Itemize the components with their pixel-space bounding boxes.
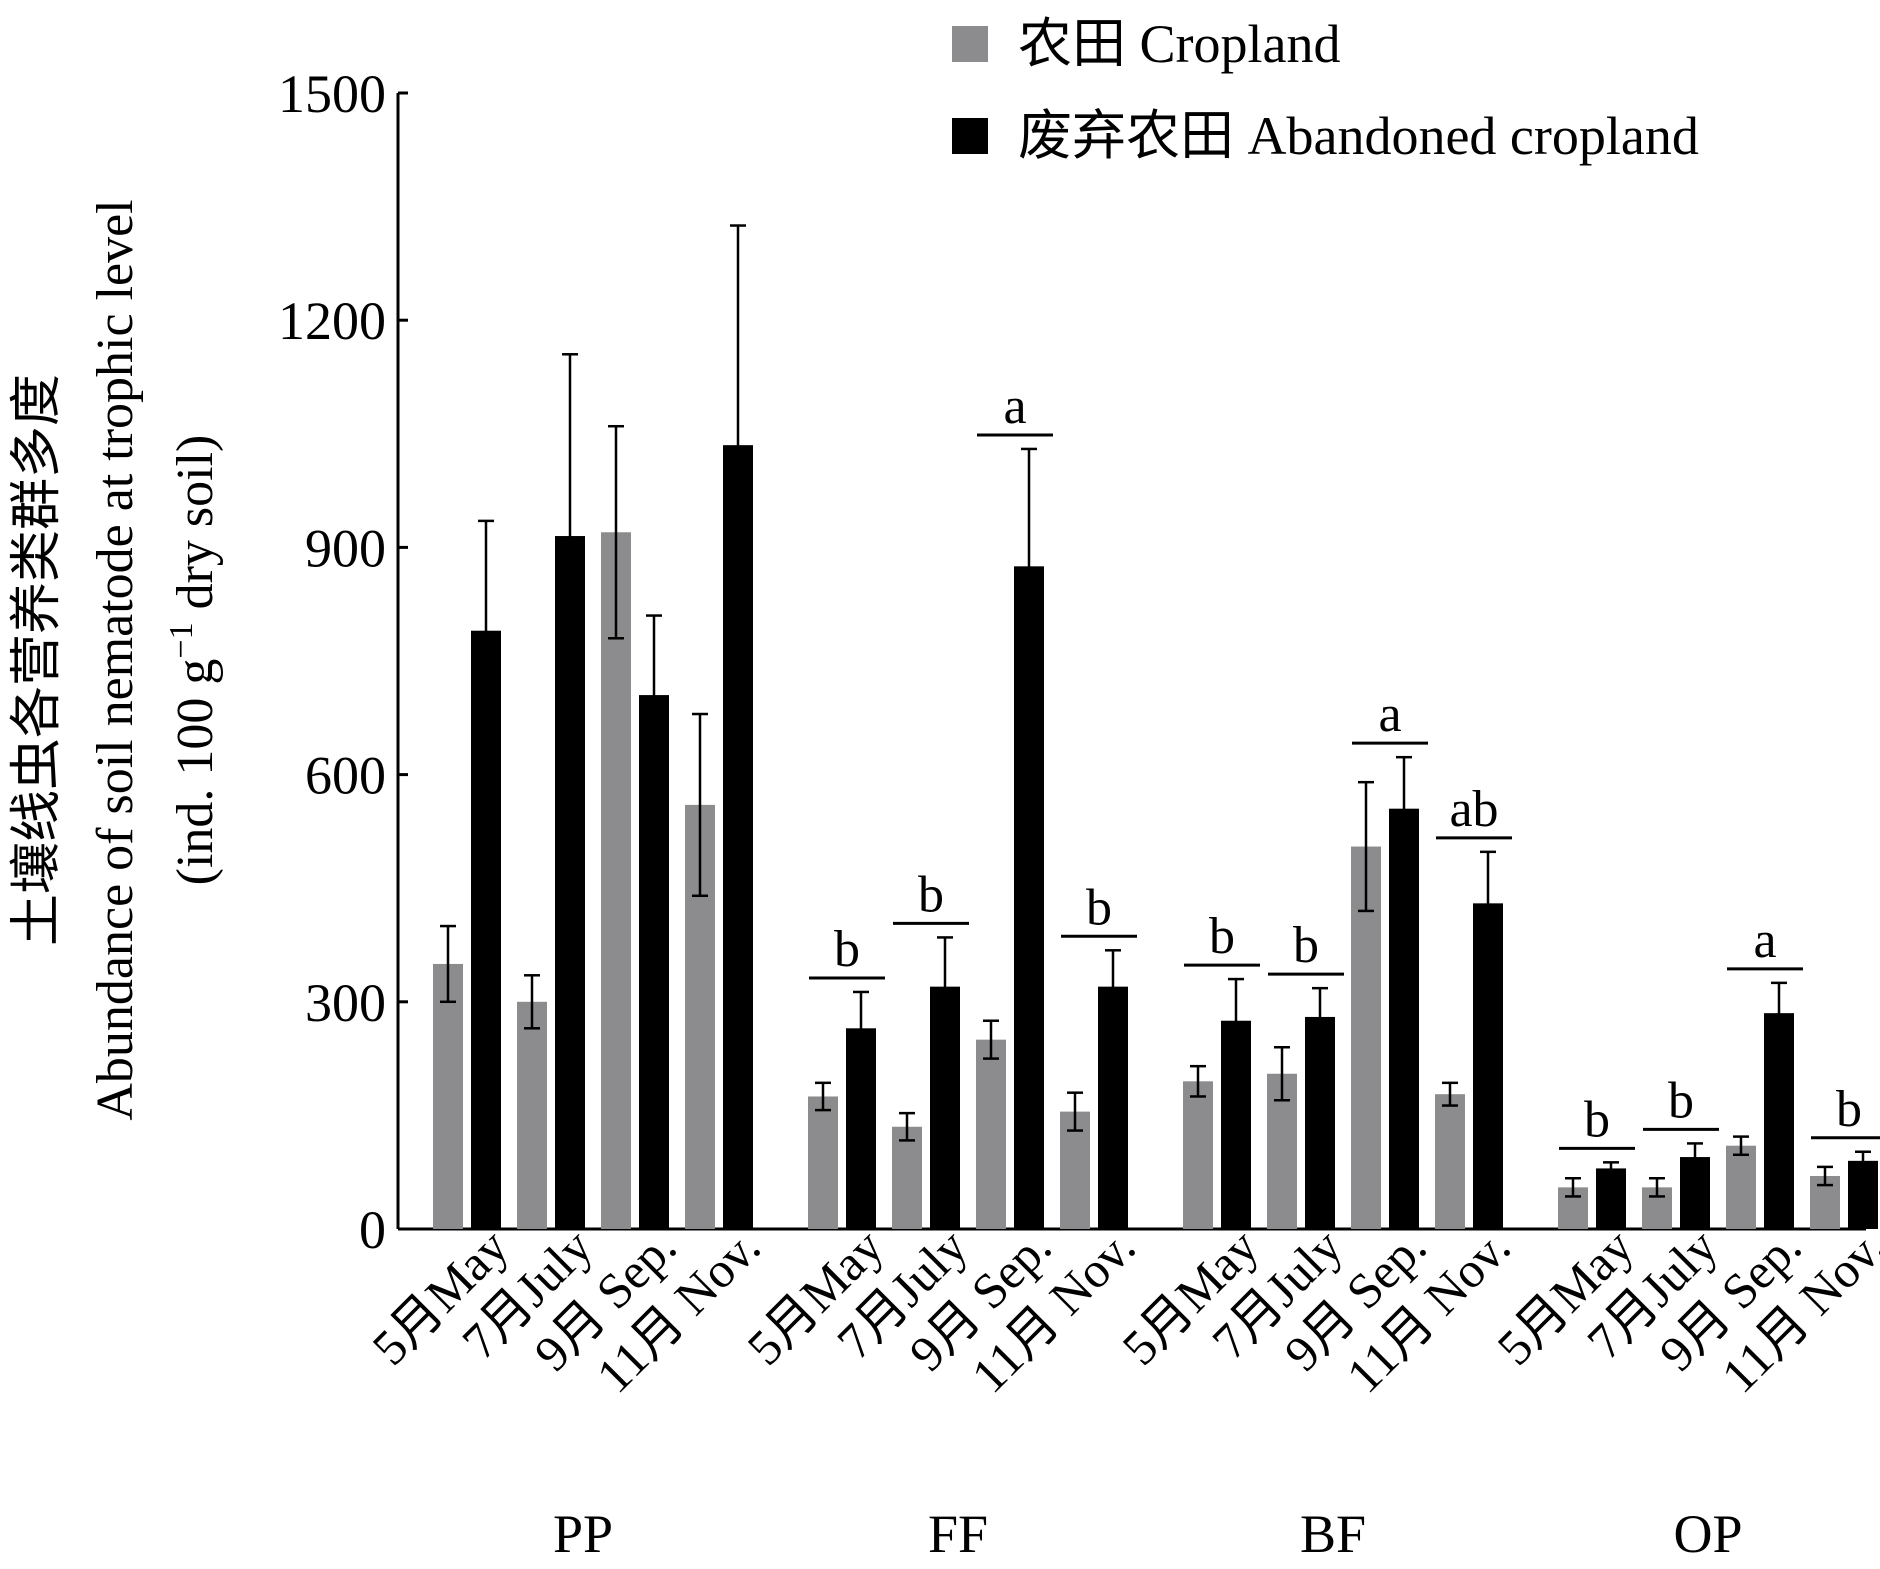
legend-label: 农田 Cropland <box>1018 14 1340 74</box>
abandoned-bar <box>639 695 669 1229</box>
significance-letter: b <box>1086 879 1112 936</box>
significance-letter: b <box>1836 1081 1862 1138</box>
y-tick-label: 900 <box>305 518 386 578</box>
significance-letter: ab <box>1449 781 1498 838</box>
abandoned-bar <box>1389 808 1419 1229</box>
significance-letter: b <box>834 921 860 978</box>
legend-swatch <box>952 118 988 154</box>
y-axis-unit: (ind. 100 g−1 dry soil) <box>163 435 224 886</box>
y-tick-label: 1500 <box>278 64 386 124</box>
abandoned-bar <box>1848 1160 1878 1229</box>
y-axis-title: 土壤线虫各营养类群多度 Abundance of soil nematode at… <box>9 199 224 1120</box>
cropland-bar <box>808 1096 838 1229</box>
y-tick-label: 300 <box>305 973 386 1033</box>
axes: 0 300 600 900 1200 1500 <box>278 64 1866 1260</box>
significance-letter: b <box>1209 908 1235 965</box>
y-axis-unit-superscript: −1 <box>163 622 200 658</box>
y-axis-title-en: Abundance of soil nematode at trophic le… <box>87 199 144 1120</box>
abandoned-bar <box>1473 903 1503 1229</box>
cropland-bar <box>976 1039 1006 1229</box>
group-label: OP <box>1673 1504 1742 1564</box>
abandoned-bar <box>1098 986 1128 1229</box>
group-label: BF <box>1300 1504 1366 1564</box>
significance-letter: a <box>1753 912 1776 969</box>
cropland-bar <box>1183 1081 1213 1229</box>
significance-letter: b <box>1584 1091 1610 1148</box>
group-label: PP <box>553 1504 613 1564</box>
y-tick-label: 600 <box>305 746 386 806</box>
significance-letter: b <box>918 866 944 923</box>
y-axis-unit-prefix: (ind. 100 g <box>167 659 224 886</box>
y-axis-unit-suffix: dry soil) <box>167 435 224 623</box>
cropland-bar <box>433 963 463 1229</box>
group-label: FF <box>928 1504 988 1564</box>
legend: 农田 Cropland 废弃农田 Abandoned cropland <box>952 14 1699 166</box>
cropland-bar <box>517 1001 547 1229</box>
y-tick-label: 1200 <box>278 291 386 351</box>
abandoned-bar <box>1764 1013 1794 1229</box>
legend-label: 废弃农田 Abandoned cropland <box>1018 106 1699 166</box>
y-axis-title-cn: 土壤线虫各营养类群多度 <box>9 374 66 946</box>
cropland-bar <box>892 1126 922 1229</box>
cropland-bar <box>601 532 631 1229</box>
abandoned-bar <box>1596 1168 1626 1229</box>
significance-letter: b <box>1293 917 1319 974</box>
cropland-bar <box>1435 1094 1465 1229</box>
cropland-bar <box>1726 1145 1756 1229</box>
significance-letter: a <box>1378 686 1401 743</box>
y-tick-label: 0 <box>359 1200 386 1260</box>
significance-letter: b <box>1668 1072 1694 1129</box>
significance-letter: a <box>1003 378 1026 435</box>
legend-swatch <box>952 26 988 62</box>
abandoned-bar <box>1305 1016 1335 1229</box>
bars <box>433 224 1878 1229</box>
